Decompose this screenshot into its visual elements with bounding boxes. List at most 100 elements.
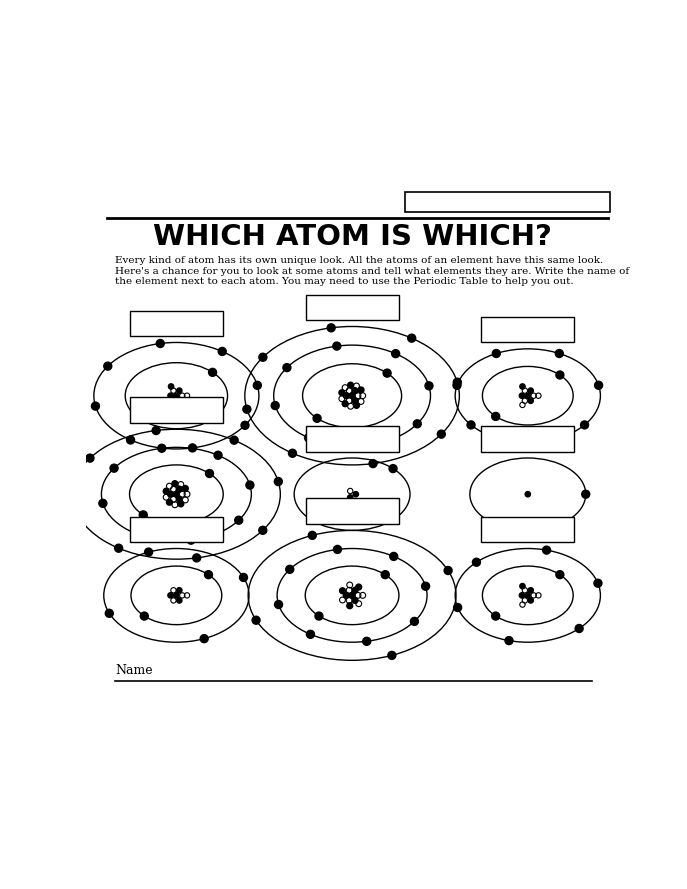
Circle shape xyxy=(168,393,173,398)
Circle shape xyxy=(453,381,461,389)
Circle shape xyxy=(444,566,452,574)
Circle shape xyxy=(140,612,148,620)
Circle shape xyxy=(126,436,135,444)
Circle shape xyxy=(275,600,282,608)
Circle shape xyxy=(525,393,530,398)
Circle shape xyxy=(177,496,182,502)
Circle shape xyxy=(519,393,525,398)
Circle shape xyxy=(306,630,315,638)
Circle shape xyxy=(505,637,513,645)
Circle shape xyxy=(286,565,294,573)
Circle shape xyxy=(369,460,377,468)
Circle shape xyxy=(392,349,400,357)
Text: D.: D. xyxy=(134,401,145,410)
Circle shape xyxy=(136,415,144,423)
Circle shape xyxy=(344,393,349,398)
Circle shape xyxy=(200,635,208,643)
Circle shape xyxy=(473,558,480,566)
Circle shape xyxy=(177,597,182,603)
Circle shape xyxy=(363,441,372,449)
Circle shape xyxy=(348,495,353,501)
Circle shape xyxy=(152,427,160,435)
Circle shape xyxy=(174,393,179,398)
Text: C.: C. xyxy=(486,321,496,330)
Circle shape xyxy=(86,454,94,462)
Circle shape xyxy=(178,501,183,507)
Circle shape xyxy=(259,526,267,534)
Circle shape xyxy=(556,571,564,579)
Circle shape xyxy=(158,444,166,453)
Bar xyxy=(306,294,398,320)
Bar xyxy=(405,192,610,212)
Circle shape xyxy=(353,492,359,497)
Circle shape xyxy=(177,588,182,593)
Circle shape xyxy=(308,532,316,540)
Bar xyxy=(130,310,223,336)
Circle shape xyxy=(313,414,321,422)
Circle shape xyxy=(274,477,282,485)
Circle shape xyxy=(252,616,260,624)
Circle shape xyxy=(425,382,433,390)
Circle shape xyxy=(144,549,153,556)
Circle shape xyxy=(187,536,195,544)
Circle shape xyxy=(358,387,364,393)
Circle shape xyxy=(575,624,583,632)
Circle shape xyxy=(131,529,139,537)
Circle shape xyxy=(115,544,123,552)
Circle shape xyxy=(352,398,358,404)
Circle shape xyxy=(246,481,254,489)
Bar xyxy=(481,426,574,452)
Circle shape xyxy=(354,403,359,408)
Circle shape xyxy=(304,434,313,442)
Circle shape xyxy=(582,490,589,498)
Circle shape xyxy=(594,381,602,389)
Circle shape xyxy=(349,393,355,398)
Text: A.: A. xyxy=(134,314,145,324)
Circle shape xyxy=(528,588,533,593)
Bar xyxy=(481,517,574,542)
Circle shape xyxy=(254,381,261,389)
Circle shape xyxy=(205,469,214,477)
Text: H.: H. xyxy=(310,502,322,511)
Circle shape xyxy=(453,378,461,386)
Circle shape xyxy=(327,324,335,332)
Circle shape xyxy=(383,369,391,377)
Circle shape xyxy=(363,637,371,645)
Circle shape xyxy=(71,503,78,511)
Circle shape xyxy=(342,401,348,406)
Text: G.: G. xyxy=(134,520,146,529)
Circle shape xyxy=(493,349,500,357)
Circle shape xyxy=(235,517,243,525)
Circle shape xyxy=(105,609,113,617)
Bar xyxy=(130,397,223,423)
Circle shape xyxy=(381,571,390,579)
Circle shape xyxy=(174,593,179,598)
Circle shape xyxy=(556,371,564,379)
Circle shape xyxy=(438,430,445,438)
Circle shape xyxy=(172,481,178,486)
Circle shape xyxy=(209,368,216,376)
Circle shape xyxy=(157,340,164,348)
Circle shape xyxy=(283,364,291,372)
Circle shape xyxy=(389,465,397,473)
Circle shape xyxy=(339,389,345,396)
Circle shape xyxy=(344,592,349,598)
Circle shape xyxy=(183,485,188,492)
Circle shape xyxy=(525,492,530,497)
Text: I.: I. xyxy=(486,520,493,529)
Circle shape xyxy=(168,384,174,389)
Circle shape xyxy=(164,488,169,494)
Circle shape xyxy=(349,592,355,598)
Circle shape xyxy=(271,402,279,410)
Circle shape xyxy=(352,388,358,394)
Circle shape xyxy=(333,342,341,350)
Bar xyxy=(306,499,398,524)
Circle shape xyxy=(414,420,421,428)
Circle shape xyxy=(177,398,182,404)
Bar xyxy=(481,316,574,342)
Circle shape xyxy=(240,573,247,581)
Text: Name: Name xyxy=(115,664,153,677)
Text: WHICH ATOM IS WHICH?: WHICH ATOM IS WHICH? xyxy=(153,223,552,251)
Circle shape xyxy=(166,500,172,505)
Circle shape xyxy=(205,571,212,579)
